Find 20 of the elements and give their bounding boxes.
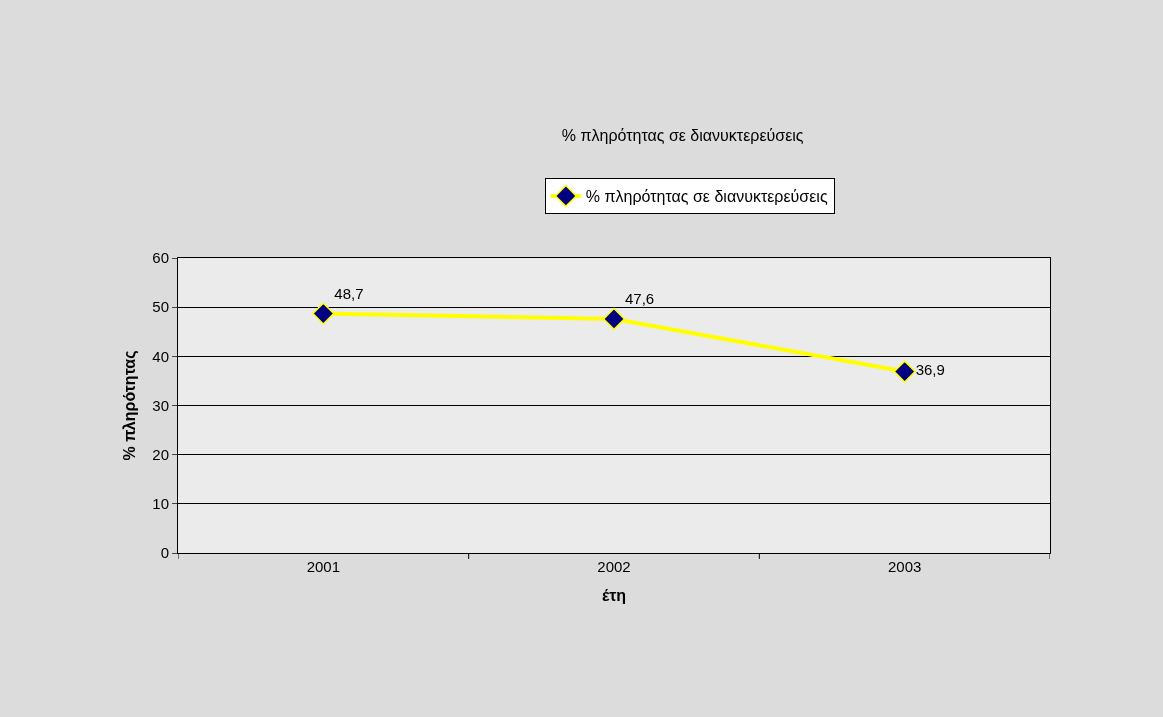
legend-label: % πληρότητας σε διανυκτερεύσεις — [585, 188, 828, 206]
data-label: 36,9 — [915, 361, 945, 379]
y-axis-title: % πληρότητας — [121, 350, 140, 461]
y-tick-label: 20 — [152, 445, 169, 463]
x-tick-label: 2001 — [306, 558, 341, 575]
x-tick-label: 2002 — [597, 558, 631, 575]
y-tick-label: 0 — [160, 544, 169, 562]
point — [602, 307, 626, 331]
point — [312, 302, 335, 325]
data-label: 47,6 — [625, 290, 655, 308]
y-tick-label: 60 — [152, 249, 169, 267]
y-tick-label: 10 — [152, 495, 169, 513]
point — [893, 360, 916, 383]
x-tick-label: 2003 — [887, 558, 922, 575]
data-label: 48,7 — [334, 284, 364, 302]
chart-title: % πληρότητας σε διανυκτερεύσεις — [561, 126, 804, 144]
y-tick-label: 40 — [152, 347, 169, 365]
y-tick-label: 50 — [152, 298, 169, 316]
x-axis-title: έτη — [601, 586, 627, 604]
y-tick-label: 30 — [152, 396, 169, 414]
